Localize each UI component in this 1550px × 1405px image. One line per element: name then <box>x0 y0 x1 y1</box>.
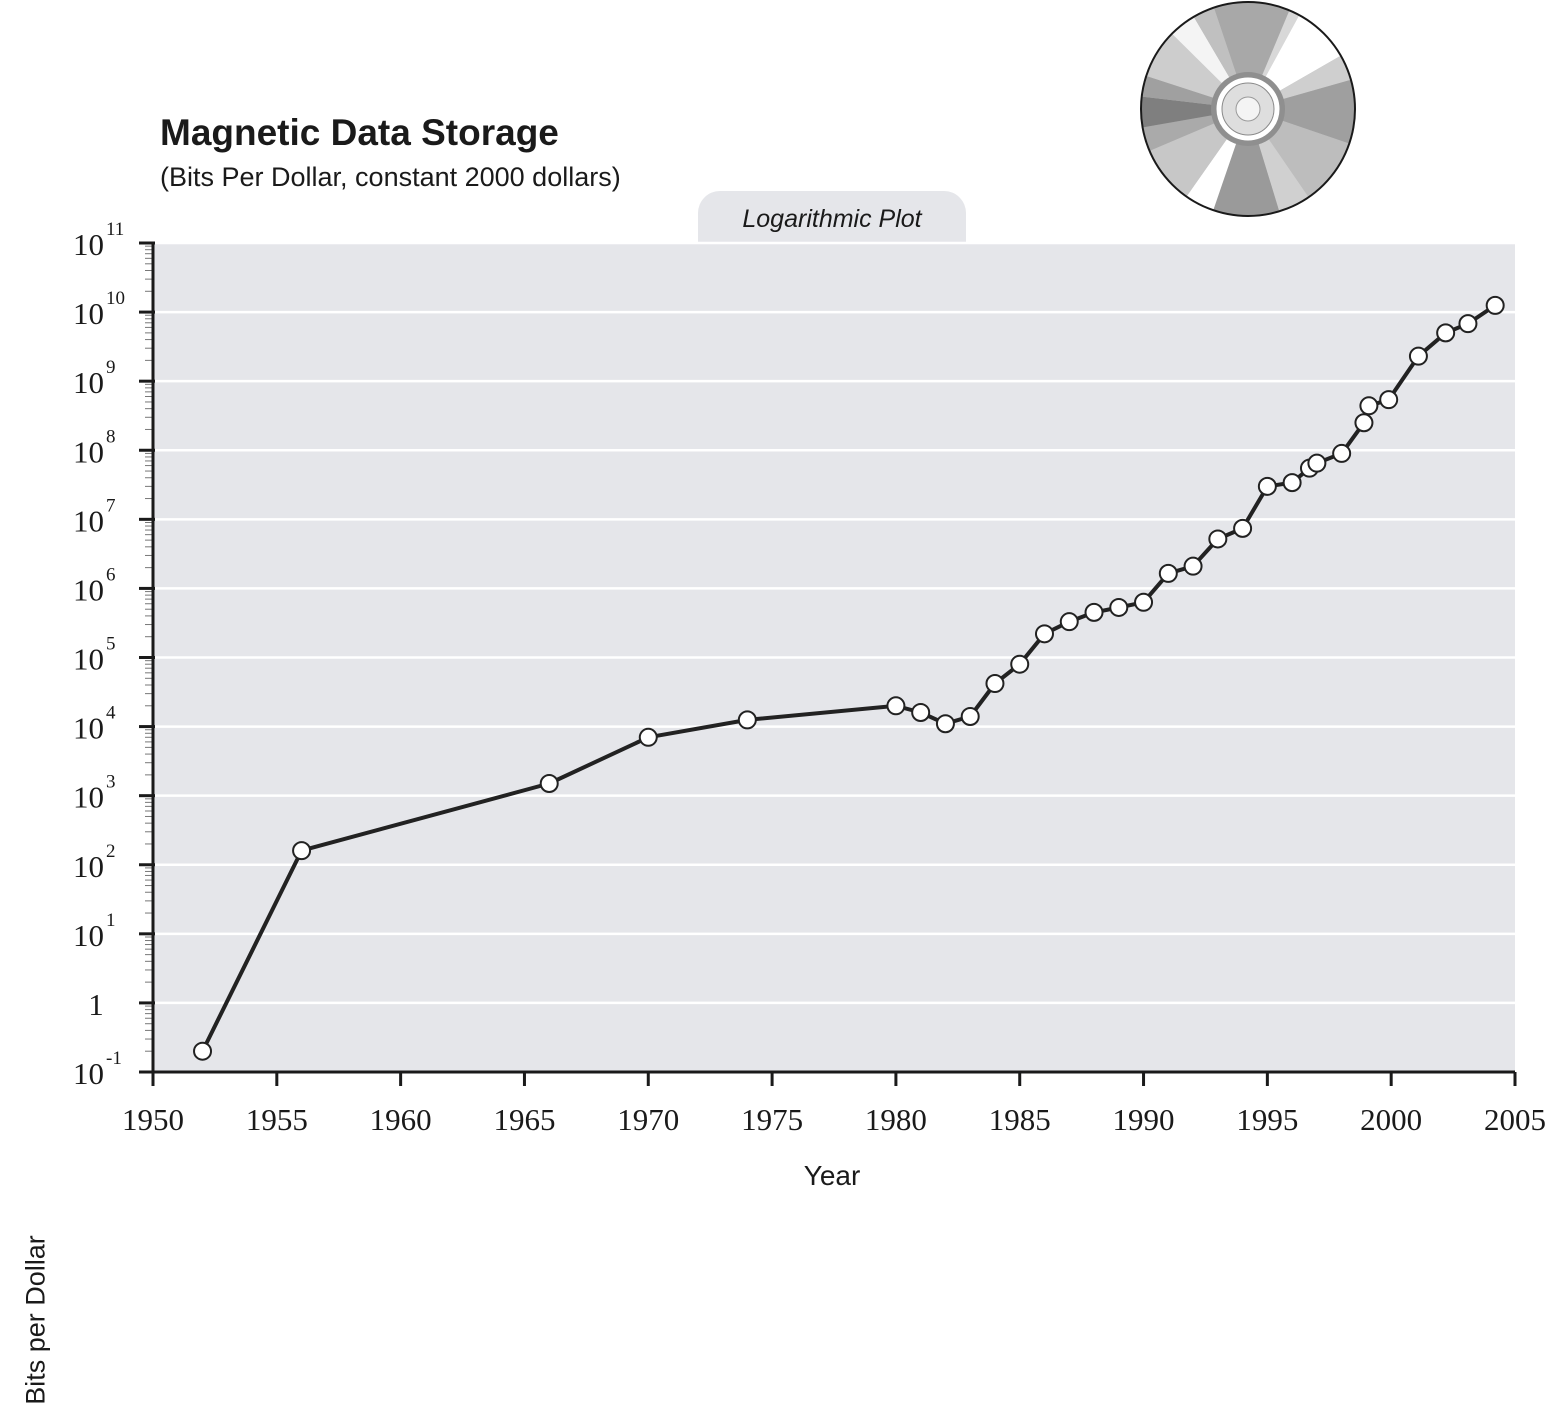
y-tick-base: 10 <box>73 434 104 469</box>
data-point <box>1059 612 1079 632</box>
y-tick-exponent: 4 <box>106 703 116 724</box>
y-tick-label: 10 <box>73 365 104 400</box>
y-tick-base: 10 <box>73 1056 104 1091</box>
data-point <box>1208 529 1228 549</box>
y-tick-base: 10 <box>73 365 104 400</box>
data-point <box>911 702 931 722</box>
data-point <box>1458 314 1478 334</box>
y-tick-label: 10 <box>73 227 104 262</box>
data-point <box>539 774 559 794</box>
data-point <box>1257 476 1277 496</box>
data-point <box>193 1041 213 1061</box>
data-point <box>638 727 658 747</box>
data-point <box>1233 518 1253 538</box>
x-tick-label: 1990 <box>1113 1102 1175 1137</box>
data-point <box>1485 295 1505 315</box>
x-tick-label: 2000 <box>1360 1102 1422 1137</box>
y-tick-label: 10 <box>73 849 104 884</box>
y-tick-base: 10 <box>73 503 104 538</box>
y-tick-exponent: -1 <box>106 1048 122 1069</box>
chart-subtitle: (Bits Per Dollar, constant 2000 dollars) <box>160 162 621 192</box>
y-tick-exponent: 3 <box>106 772 116 793</box>
y-tick-base: 10 <box>73 572 104 607</box>
y-tick-base: 10 <box>73 227 104 262</box>
y-tick-label: 10 <box>73 434 104 469</box>
y-tick-exponent: 7 <box>106 495 116 516</box>
x-axis-label: Year <box>803 1160 861 1191</box>
y-tick-base: 10 <box>73 642 104 677</box>
data-point <box>985 674 1005 694</box>
x-tick-label: 1985 <box>989 1102 1051 1137</box>
data-point <box>1408 346 1428 366</box>
plot-type-tab: Logarithmic Plot <box>698 191 966 244</box>
data-point <box>1158 563 1178 583</box>
data-point <box>1379 390 1399 410</box>
data-point <box>1034 624 1054 644</box>
data-point <box>960 706 980 726</box>
y-tick-label: 10 <box>73 642 104 677</box>
chart-title: Magnetic Data Storage <box>160 112 559 153</box>
y-tick-exponent: 10 <box>106 288 125 309</box>
chart: Magnetic Data Storage (Bits Per Dollar, … <box>21 1 1546 1405</box>
y-tick-label: 10 <box>73 711 104 746</box>
x-tick-label: 1995 <box>1236 1102 1298 1137</box>
data-point <box>1109 597 1129 617</box>
y-tick-exponent: 8 <box>106 426 116 447</box>
x-tick-label: 1960 <box>370 1102 432 1137</box>
y-tick-base: 10 <box>73 918 104 953</box>
compact-disc-icon <box>1140 1 1356 217</box>
x-tick-label: 1955 <box>246 1102 308 1137</box>
y-tick-exponent: 9 <box>106 357 116 378</box>
x-tick-label: 1980 <box>865 1102 927 1137</box>
data-point <box>1010 654 1030 674</box>
x-tick-label: 1965 <box>493 1102 555 1137</box>
data-point <box>292 841 312 861</box>
y-tick-exponent: 2 <box>106 841 116 862</box>
data-point <box>1332 443 1352 463</box>
x-tick-label: 1970 <box>617 1102 679 1137</box>
data-point <box>1084 602 1104 622</box>
x-tick-label: 1975 <box>741 1102 803 1137</box>
y-tick-label: 10 <box>73 572 104 607</box>
y-tick-exponent: 5 <box>106 634 116 655</box>
y-tick-base: 10 <box>73 711 104 746</box>
y-tick-base: 10 <box>73 296 104 331</box>
data-point <box>935 714 955 734</box>
x-tick-label: 2005 <box>1484 1102 1546 1137</box>
y-tick-exponent: 1 <box>106 910 116 931</box>
data-point <box>1354 413 1374 433</box>
data-point <box>1282 473 1302 493</box>
y-tick-label: 1 <box>88 987 104 1022</box>
y-tick-label: 10 <box>73 780 104 815</box>
y-tick-base: 10 <box>73 849 104 884</box>
y-tick-exponent: 6 <box>106 564 116 585</box>
x-tick-label: 1950 <box>122 1102 184 1137</box>
data-point <box>886 696 906 716</box>
y-tick-label: 10 <box>73 296 104 331</box>
y-tick-exponent: 11 <box>106 219 124 240</box>
y-tick-label: 10 <box>73 503 104 538</box>
data-point <box>737 710 757 730</box>
y-tick-label: 10 <box>73 1056 104 1091</box>
y-axis-label: Bits per Dollar <box>20 1235 51 1405</box>
plot-type-label: Logarithmic Plot <box>742 205 922 233</box>
data-point <box>1307 453 1327 473</box>
data-point <box>1359 396 1379 416</box>
data-point <box>1134 592 1154 612</box>
y-tick-base: 10 <box>73 780 104 815</box>
data-point <box>1436 323 1456 343</box>
y-tick-label: 10 <box>73 918 104 953</box>
y-tick-base: 1 <box>88 987 104 1022</box>
data-point <box>1183 556 1203 576</box>
